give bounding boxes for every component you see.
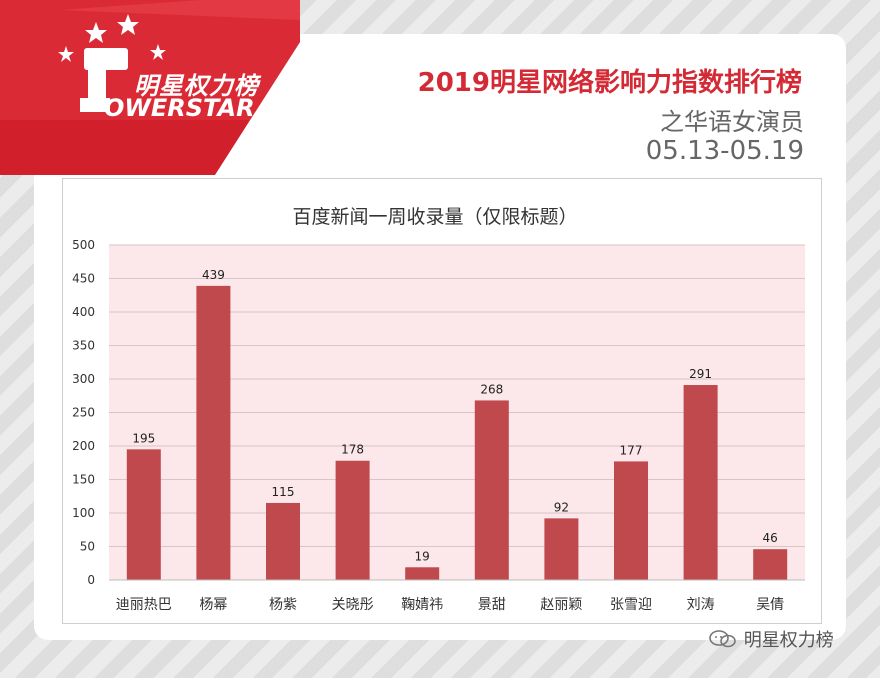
bar	[196, 285, 231, 580]
data-label: 268	[480, 382, 503, 396]
x-tick-label: 吴倩	[756, 597, 784, 613]
watermark-text: 明星权力榜	[743, 630, 834, 651]
page-title: 2019明星网络影响力指数排行榜	[417, 68, 802, 98]
x-tick-label: 景甜	[478, 597, 506, 613]
data-label: 291	[689, 367, 712, 381]
chart-frame: 0 50 100 150 200 250 300 350 400 450 500 195 迪丽热巴 439…	[62, 178, 822, 624]
data-label: 178	[341, 443, 364, 457]
y-tick-label: 200	[72, 439, 95, 453]
y-tick-label: 300	[72, 372, 95, 386]
data-label: 92	[554, 500, 569, 514]
data-label: 177	[620, 443, 643, 457]
x-tick-label: 杨幂	[199, 597, 227, 613]
star-icon	[117, 14, 139, 35]
y-tick-label: 400	[72, 305, 95, 319]
page-subtitle: 之华语女演员	[660, 108, 804, 136]
y-tick-label: 150	[72, 473, 95, 487]
fist-logo-icon	[80, 48, 128, 112]
x-tick-label: 关晓彤	[332, 597, 374, 613]
y-tick-label: 0	[87, 573, 95, 587]
y-tick-label: 50	[80, 540, 95, 554]
logo-chinese-text: 明星权力榜	[134, 72, 259, 100]
y-tick-label: 450	[72, 272, 95, 286]
x-tick-label: 刘涛	[687, 597, 715, 613]
x-tick-label: 赵丽颖	[540, 597, 582, 613]
bar	[126, 449, 161, 580]
footer-watermark: 明星权力榜	[708, 626, 834, 652]
star-icon	[85, 22, 107, 43]
bar	[266, 502, 300, 580]
date-range: 05.13-05.19	[645, 136, 804, 166]
data-label: 439	[202, 268, 225, 282]
brand-banner	[0, 0, 300, 175]
x-tick-label: 迪丽热巴	[116, 597, 172, 613]
data-label: 195	[132, 431, 155, 445]
x-tick-label: 杨紫	[269, 597, 297, 613]
x-tick-label: 鞠婧祎	[401, 597, 443, 613]
bar	[544, 518, 579, 580]
bar	[474, 400, 509, 580]
y-tick-label: 500	[72, 238, 95, 252]
y-tick-label: 100	[72, 506, 95, 520]
y-tick-label: 350	[72, 339, 95, 353]
bar	[753, 549, 788, 580]
bar	[683, 385, 718, 580]
logo-english-text: OWERSTAR	[104, 94, 255, 122]
bar	[335, 460, 370, 580]
x-tick-label: 张雪迎	[610, 597, 652, 613]
bar-chart: 0 50 100 150 200 250 300 350 400 450 500 195 迪丽热巴 439…	[72, 206, 805, 613]
star-icon	[58, 46, 74, 62]
chart-title: 百度新闻一周收录量（仅限标题）	[292, 206, 577, 228]
star-icon	[150, 44, 166, 60]
data-label: 19	[415, 549, 430, 563]
data-label: 46	[763, 531, 778, 545]
bar	[405, 567, 440, 580]
y-tick-label: 250	[72, 406, 95, 420]
bar	[614, 461, 648, 580]
wechat-icon	[709, 630, 736, 648]
data-label: 115	[272, 485, 295, 499]
